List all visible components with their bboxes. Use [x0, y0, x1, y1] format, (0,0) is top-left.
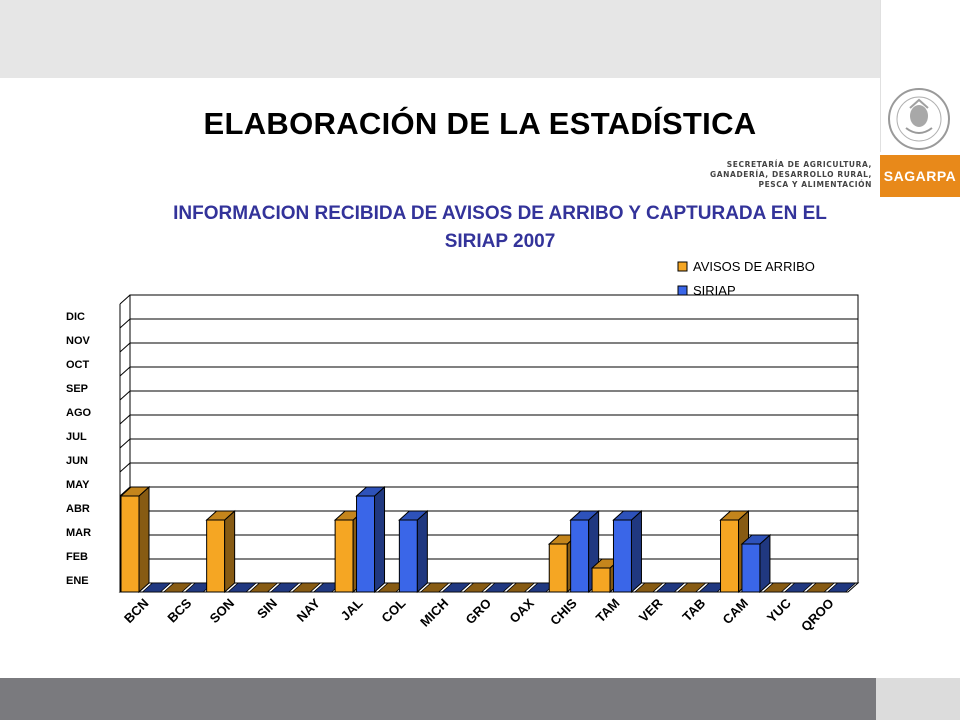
bar-siriap [227, 582, 258, 593]
bar-siriap [141, 582, 172, 593]
bar-siriap [570, 519, 590, 593]
y-tick-label: OCT [66, 359, 90, 371]
bar-siriap [741, 543, 761, 593]
bar-avisos-top [719, 510, 750, 521]
x-tick-label: TAM [593, 596, 623, 626]
x-tick-label: CAM [720, 596, 752, 628]
bar-avisos [162, 582, 193, 593]
ministry-line: SECRETARÍA DE AGRICULTURA, [726, 160, 872, 169]
bar-siriap-side [416, 509, 428, 594]
ministry-line: GANADERÍA, DESARROLLO RURAL, [710, 170, 872, 179]
y-tick-label: JUN [66, 455, 88, 467]
bar-siriap-top [569, 510, 600, 521]
bar-avisos [291, 582, 322, 593]
bar-avisos [120, 495, 140, 593]
gridline-side [119, 342, 131, 353]
gridline-side [119, 486, 131, 497]
x-tick-label: GRO [463, 596, 495, 628]
x-tick-label: COL [378, 595, 408, 625]
x-tick-label: OAX [506, 595, 537, 626]
legend-swatch [677, 285, 688, 296]
y-tick-label: SEP [66, 383, 88, 395]
x-tick-label: JAL [338, 595, 366, 623]
bar-avisos-side [224, 509, 236, 594]
gridline-side [119, 318, 131, 329]
bar-avisos [720, 519, 740, 593]
bar-avisos [633, 582, 664, 593]
y-tick-label: ENE [66, 575, 89, 587]
bar-siriap [356, 495, 376, 593]
legend-label: SIRIAP [693, 283, 736, 298]
bar-siriap [783, 582, 814, 593]
x-tick-label: NAY [294, 595, 323, 624]
x-tick-label: SON [207, 596, 238, 627]
bar-avisos [206, 519, 226, 593]
bar-siriap-top [740, 534, 772, 545]
gridline-side [119, 414, 131, 425]
ministry-line: PESCA Y ALIMENTACIÓN [758, 180, 872, 189]
subtitle-line: SIRIAP 2007 [444, 231, 556, 252]
subtitle-line: INFORMACION RECIBIDA DE AVISOS DE ARRIBO… [173, 203, 827, 224]
bar-siriap [398, 519, 418, 593]
bar-siriap [655, 582, 686, 593]
bar-chart: ENE FEB MAR ABR MAY JUN JUL AGO SEP OCT NOV DIC BCN B… [66, 259, 860, 635]
x-tick-label: BCS [164, 595, 194, 625]
page-title: ELABORACIÓN DE LA ESTADÍSTICA [203, 106, 757, 141]
bar-siriap-top [612, 510, 643, 521]
y-tick-label: MAR [66, 527, 91, 539]
bar-siriap-top [398, 510, 429, 521]
ministry-name: SECRETARÍA DE AGRICULTURA, GANADERÍA, DE… [700, 160, 872, 190]
gridline-side [119, 462, 131, 473]
bar-avisos [419, 582, 450, 593]
bar-avisos [505, 582, 536, 593]
x-tick-label: VER [636, 595, 666, 625]
bar-avisos [462, 582, 493, 593]
gridline-side [119, 294, 131, 305]
bar-siriap [441, 582, 472, 593]
y-tick-label: NOV [66, 335, 91, 347]
x-tick-label: QROO [798, 596, 837, 635]
bar-avisos [548, 543, 568, 593]
bar-avisos [334, 519, 354, 593]
legend-label: AVISOS DE ARRIBO [693, 259, 815, 274]
y-tick-label: DIC [66, 311, 85, 323]
y-tick-label: JUL [66, 431, 87, 443]
brand-logo: SAGARPA [880, 155, 960, 197]
x-tick-label: TAB [679, 596, 708, 625]
gridline-side [119, 438, 131, 449]
y-tick-label: ABR [66, 503, 90, 515]
x-tick-label: MICH [417, 596, 451, 630]
x-tick-label: YUC [764, 595, 794, 625]
x-tick-label: BCN [121, 596, 152, 627]
footer-band [0, 678, 876, 720]
seal-icon [888, 88, 950, 150]
bar-siriap [269, 582, 300, 593]
bar-avisos [676, 582, 707, 593]
chart-subtitle: INFORMACION RECIBIDA DE AVISOS DE ARRIBO… [60, 200, 940, 256]
footer-corner [876, 678, 960, 720]
gridline-side [119, 366, 131, 377]
gridline-side [119, 390, 131, 401]
y-tick-label: FEB [66, 551, 88, 563]
bar-avisos [805, 582, 836, 593]
bar-avisos [248, 582, 279, 593]
bar-siriap-side [374, 485, 386, 594]
bar-siriap [612, 519, 632, 593]
y-tick-label: MAY [66, 479, 90, 491]
x-tick-label: SIN [254, 596, 280, 622]
bar-siriap-top [355, 486, 386, 497]
bar-avisos-side [138, 485, 150, 594]
bar-siriap-side [759, 533, 771, 594]
bar-avisos [591, 567, 611, 593]
y-tick-label: AGO [66, 407, 92, 419]
bar-avisos [762, 582, 793, 593]
bar-siriap-side [630, 509, 642, 594]
legend-swatch [677, 261, 688, 272]
header-band [0, 0, 880, 78]
bar-avisos-top [119, 486, 151, 497]
bar-avisos-top [205, 510, 236, 521]
bar-siriap [826, 582, 857, 593]
bar-siriap [483, 582, 515, 593]
x-tick-label: CHIS [547, 595, 580, 628]
